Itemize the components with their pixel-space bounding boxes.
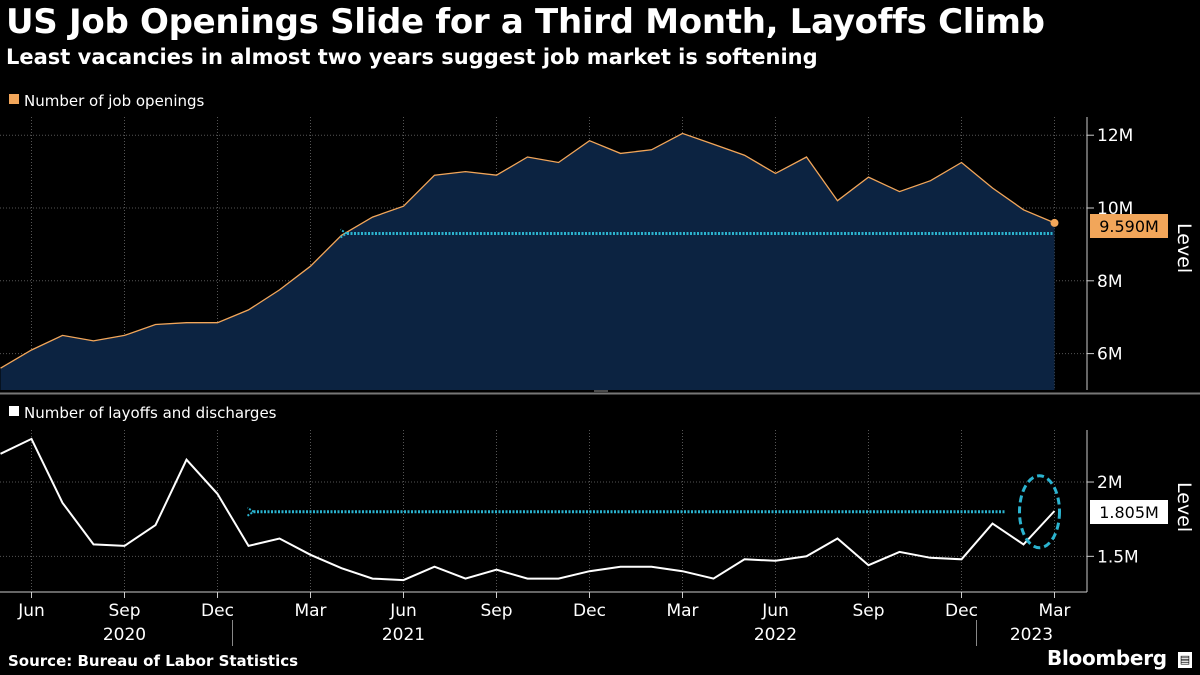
- x-year-label: 2022: [754, 625, 797, 645]
- openings-last-value-badge: 9.590M: [1090, 214, 1168, 238]
- layoffs-gridlines: [0, 430, 1087, 592]
- x-tick-label: Jun: [17, 601, 45, 621]
- openings-line: [0, 132, 1055, 369]
- x-tick-label: Dec: [201, 601, 234, 621]
- layoffs-legend-label: Number of layoffs and discharges: [24, 404, 277, 422]
- x-tick-label: Sep: [108, 601, 140, 621]
- openings-y-axis-label: Level: [1173, 223, 1195, 273]
- y-tick-label: 8M: [1097, 272, 1122, 292]
- y-tick-label: 12M: [1097, 126, 1133, 146]
- x-tick-label: Dec: [573, 601, 606, 621]
- openings-last-value-label: 9.590M: [1099, 217, 1159, 236]
- bloomberg-terminal-icon: ▤: [1178, 652, 1192, 668]
- x-year-label: 2020: [103, 625, 146, 645]
- openings-area: [0, 133, 1055, 390]
- openings-last-point: [1050, 218, 1059, 227]
- y-tick-label: 6M: [1097, 345, 1122, 365]
- x-tick-label: Dec: [945, 601, 978, 621]
- y-tick-label: 2M: [1097, 473, 1122, 493]
- x-tick-label: Mar: [666, 601, 698, 621]
- layoffs-last-value-badge: 1.805M: [1090, 500, 1168, 524]
- layoffs-panel: Number of layoffs and discharges 1.5M2M …: [0, 404, 1195, 592]
- openings-legend-label: Number of job openings: [24, 92, 205, 110]
- x-tick-label: Jun: [761, 601, 789, 621]
- y-tick-label: 1.5M: [1097, 547, 1139, 567]
- layoffs-last-value-label: 1.805M: [1099, 503, 1159, 522]
- layoffs-y-ticks: 1.5M 2M: [1087, 473, 1139, 567]
- chart-title: US Job Openings Slide for a Third Month,…: [6, 2, 1045, 42]
- x-tick-label: Mar: [1038, 601, 1070, 621]
- x-tick-label: Sep: [852, 601, 884, 621]
- openings-legend-swatch: [9, 94, 19, 104]
- layoffs-last-value-box: [1090, 500, 1168, 524]
- bloomberg-logo: Bloomberg: [1047, 646, 1167, 670]
- layoffs-line: [0, 437, 1056, 582]
- x-axis-ticks: Jun Sep Dec Mar Jun Sep Dec Mar Jun Sep Dec Mar 2020…: [17, 592, 1071, 646]
- x-year-label: 2023: [1010, 625, 1053, 645]
- layoffs-annotation-circle: [1018, 474, 1061, 550]
- x-year-label: 2021: [382, 625, 425, 645]
- source-note: Source: Bureau of Labor Statistics: [8, 652, 299, 670]
- layoffs-legend-swatch: [9, 406, 19, 416]
- layoffs-y-axis-label: Level: [1173, 482, 1195, 532]
- x-tick-label: Jun: [389, 601, 417, 621]
- chart-subtitle: Least vacancies in almost two years sugg…: [6, 45, 818, 69]
- openings-last-value-box: [1090, 214, 1168, 238]
- x-tick-label: Mar: [294, 601, 326, 621]
- x-tick-label: Sep: [480, 601, 512, 621]
